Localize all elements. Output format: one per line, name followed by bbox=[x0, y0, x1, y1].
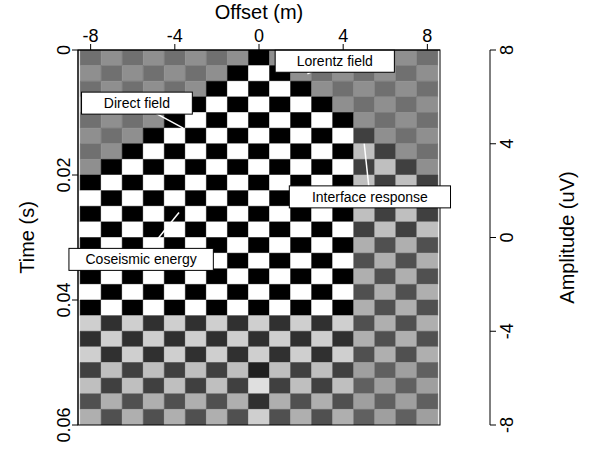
svg-text:Lorentz field: Lorentz field bbox=[297, 53, 373, 69]
svg-text:0: 0 bbox=[54, 45, 74, 55]
svg-text:4: 4 bbox=[497, 139, 517, 149]
svg-text:4: 4 bbox=[338, 26, 348, 46]
svg-text:8: 8 bbox=[422, 26, 432, 46]
svg-text:-8: -8 bbox=[497, 417, 517, 433]
svg-text:Amplitude (uV): Amplitude (uV) bbox=[556, 171, 578, 303]
svg-text:-4: -4 bbox=[167, 26, 183, 46]
svg-text:0: 0 bbox=[254, 26, 264, 46]
svg-text:0.06: 0.06 bbox=[54, 407, 74, 442]
svg-text:0.02: 0.02 bbox=[54, 157, 74, 192]
svg-text:Offset (m): Offset (m) bbox=[215, 1, 304, 23]
svg-text:8: 8 bbox=[497, 45, 517, 55]
svg-text:-4: -4 bbox=[497, 323, 517, 339]
svg-text:Coseismic energy: Coseismic energy bbox=[86, 251, 197, 267]
svg-text:Direct field: Direct field bbox=[104, 95, 170, 111]
svg-text:Interface response: Interface response bbox=[312, 189, 428, 205]
svg-text:-8: -8 bbox=[83, 26, 99, 46]
svg-text:0: 0 bbox=[497, 232, 517, 242]
svg-text:0.04: 0.04 bbox=[54, 282, 74, 317]
svg-text:Time (s): Time (s) bbox=[16, 201, 38, 274]
